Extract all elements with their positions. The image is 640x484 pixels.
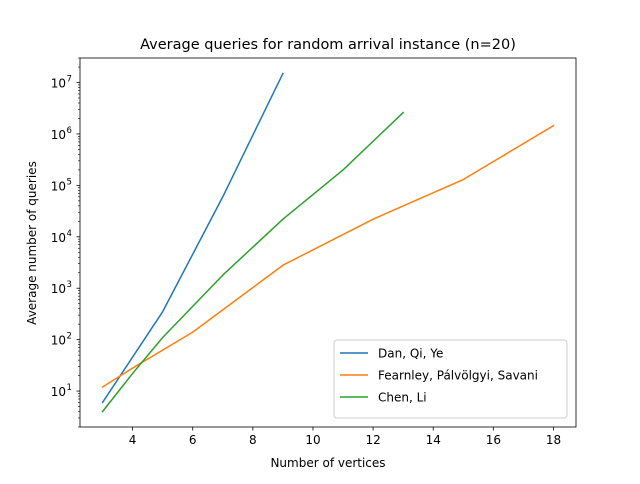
x-tick-label: 14 bbox=[426, 433, 441, 447]
y-tick-label: 10 bbox=[51, 282, 66, 296]
legend-label-2: Fearnley, Pálvölgyi, Savani bbox=[378, 369, 538, 383]
y-tick-label-exponent: 6 bbox=[67, 126, 72, 136]
legend: Dan, Qi, Ye Fearnley, Pálvölgyi, Savani Ch… bbox=[333, 339, 568, 419]
legend-box bbox=[333, 339, 568, 419]
legend-label-3: Chen, Li bbox=[378, 391, 427, 405]
y-tick-label: 10 bbox=[51, 128, 66, 142]
y-tick-label: 10 bbox=[51, 334, 66, 348]
y-axis-label: Average number of queries bbox=[25, 161, 39, 325]
series-layer bbox=[101, 72, 555, 413]
y-tick-label-exponent: 2 bbox=[67, 332, 72, 342]
x-tick-label: 16 bbox=[486, 433, 501, 447]
plot-frame bbox=[79, 57, 577, 428]
x-tick-label: 18 bbox=[546, 433, 561, 447]
x-tick-label: 10 bbox=[305, 433, 320, 447]
legend-label-1: Dan, Qi, Ye bbox=[378, 347, 443, 361]
y-tick-label-exponent: 7 bbox=[67, 75, 72, 85]
x-tick-label: 6 bbox=[189, 433, 197, 447]
y-tick-label-exponent: 5 bbox=[67, 177, 72, 187]
x-tick-label: 12 bbox=[365, 433, 380, 447]
y-tick-label-exponent: 3 bbox=[67, 280, 72, 290]
series-line-1 bbox=[101, 72, 284, 404]
y-tick-label: 10 bbox=[51, 385, 66, 399]
x-tick-label: 4 bbox=[129, 433, 137, 447]
y-tick-label-exponent: 4 bbox=[67, 229, 72, 239]
y-tick-label: 10 bbox=[51, 77, 66, 91]
x-axis-label: Number of vertices bbox=[270, 456, 385, 470]
series-line-2 bbox=[101, 124, 555, 389]
x-tick-label: 8 bbox=[249, 433, 257, 447]
y-tick-label: 10 bbox=[51, 231, 66, 245]
y-tick-label: 10 bbox=[51, 179, 66, 193]
y-tick-label-exponent: 1 bbox=[67, 383, 72, 393]
chart-title: Average queries for random arrival insta… bbox=[140, 37, 516, 53]
series-line-3 bbox=[101, 111, 405, 413]
